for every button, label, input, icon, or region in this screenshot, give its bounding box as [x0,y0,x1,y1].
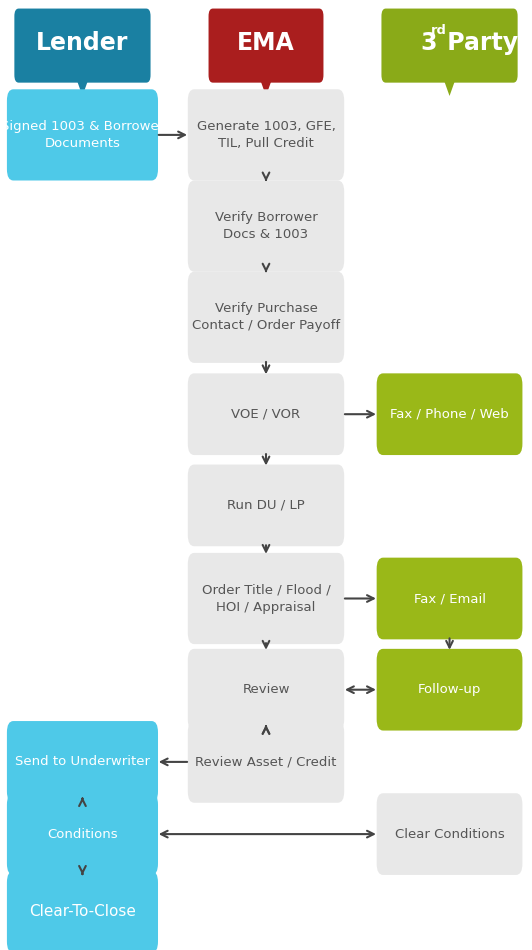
FancyBboxPatch shape [209,9,323,83]
FancyBboxPatch shape [381,9,518,83]
Text: Conditions: Conditions [47,827,118,841]
Text: Send to Underwriter: Send to Underwriter [15,755,150,769]
Text: Clear Conditions: Clear Conditions [395,827,504,841]
Text: Verify Purchase
Contact / Order Payoff: Verify Purchase Contact / Order Payoff [192,302,340,332]
Polygon shape [75,75,90,96]
Text: 3: 3 [420,30,437,55]
FancyBboxPatch shape [188,272,344,363]
FancyBboxPatch shape [188,89,344,180]
Polygon shape [442,75,457,96]
Text: VOE / VOR: VOE / VOR [231,408,301,421]
FancyBboxPatch shape [188,553,344,644]
FancyBboxPatch shape [188,721,344,803]
Text: Verify Borrower
Docs & 1003: Verify Borrower Docs & 1003 [214,211,318,241]
Text: Clear-To-Close: Clear-To-Close [29,904,136,920]
FancyBboxPatch shape [188,465,344,546]
FancyBboxPatch shape [377,558,522,639]
Text: Generate 1003, GFE,
TIL, Pull Credit: Generate 1003, GFE, TIL, Pull Credit [196,120,336,150]
Text: Signed 1003 & Borrower
Documents: Signed 1003 & Borrower Documents [1,120,164,150]
FancyBboxPatch shape [7,89,158,180]
FancyBboxPatch shape [377,373,522,455]
Text: Run DU / LP: Run DU / LP [227,499,305,512]
Text: Fax / Email: Fax / Email [413,592,486,605]
Text: Review: Review [242,683,290,696]
FancyBboxPatch shape [14,9,151,83]
Text: Order Title / Flood /
HOI / Appraisal: Order Title / Flood / HOI / Appraisal [202,583,330,614]
FancyBboxPatch shape [7,871,158,950]
Text: Fax / Phone / Web: Fax / Phone / Web [390,408,509,421]
FancyBboxPatch shape [188,649,344,731]
FancyBboxPatch shape [377,793,522,875]
Text: Review Asset / Credit: Review Asset / Credit [195,755,337,769]
FancyBboxPatch shape [7,793,158,875]
Text: Follow-up: Follow-up [418,683,481,696]
Text: Lender: Lender [36,30,129,55]
Polygon shape [259,75,273,96]
Text: rd: rd [430,24,446,37]
Text: EMA: EMA [237,30,295,55]
FancyBboxPatch shape [377,649,522,731]
FancyBboxPatch shape [188,373,344,455]
Text: Party: Party [439,30,519,55]
FancyBboxPatch shape [7,721,158,803]
FancyBboxPatch shape [188,180,344,272]
